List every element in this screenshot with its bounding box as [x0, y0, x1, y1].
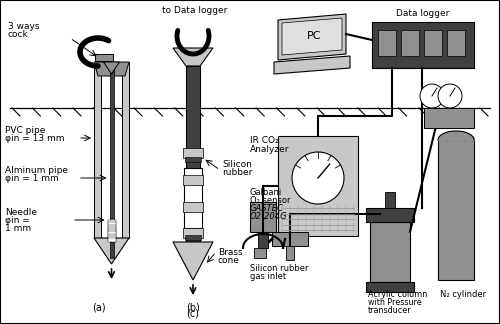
- Bar: [186, 66, 200, 262]
- Text: (a): (a): [92, 302, 106, 312]
- Bar: [185, 157, 201, 162]
- Polygon shape: [94, 238, 129, 264]
- Bar: [183, 175, 203, 185]
- Polygon shape: [173, 242, 213, 280]
- Text: (b): (b): [186, 302, 200, 312]
- Bar: [108, 238, 116, 242]
- Text: IR CO₂: IR CO₂: [250, 136, 278, 145]
- Text: N₂ cylinder: N₂ cylinder: [440, 290, 486, 299]
- Bar: [258, 232, 268, 248]
- Text: cock: cock: [8, 30, 29, 39]
- Bar: [108, 229, 116, 233]
- Bar: [185, 235, 201, 240]
- Text: PVC pipe: PVC pipe: [5, 126, 46, 135]
- Polygon shape: [94, 62, 129, 76]
- Bar: [401, 30, 419, 56]
- Bar: [272, 232, 308, 246]
- Bar: [250, 202, 276, 232]
- Bar: [94, 62, 101, 238]
- Text: Analyzer: Analyzer: [250, 145, 290, 154]
- Bar: [108, 236, 116, 240]
- Bar: [108, 222, 116, 226]
- Circle shape: [292, 152, 344, 204]
- Bar: [370, 222, 410, 282]
- Bar: [108, 231, 116, 235]
- Bar: [95, 54, 113, 61]
- Text: (c): (c): [186, 308, 200, 318]
- Text: Alminum pipe: Alminum pipe: [5, 166, 68, 175]
- Bar: [254, 248, 266, 258]
- Bar: [366, 282, 414, 292]
- Circle shape: [438, 84, 462, 108]
- Bar: [438, 140, 474, 280]
- Text: φin = 1 mm: φin = 1 mm: [5, 174, 59, 183]
- Bar: [424, 108, 474, 128]
- Polygon shape: [104, 62, 120, 74]
- Bar: [184, 168, 202, 228]
- Text: 3 ways: 3 ways: [8, 22, 40, 31]
- Bar: [286, 246, 294, 260]
- Text: cone: cone: [218, 256, 240, 265]
- Bar: [385, 192, 395, 208]
- Bar: [108, 227, 116, 231]
- Bar: [278, 136, 358, 236]
- Polygon shape: [173, 48, 213, 66]
- Text: Galbani: Galbani: [250, 188, 282, 197]
- Bar: [108, 225, 116, 228]
- Text: Silicon rubber: Silicon rubber: [250, 264, 308, 273]
- Bar: [183, 148, 203, 158]
- Polygon shape: [282, 18, 342, 55]
- Text: GASTEC: GASTEC: [250, 204, 284, 213]
- Polygon shape: [278, 14, 346, 60]
- Bar: [372, 22, 474, 68]
- Text: Brass: Brass: [218, 248, 242, 257]
- Bar: [108, 234, 116, 237]
- Text: Acrylic column: Acrylic column: [368, 290, 427, 299]
- Text: 1 mm: 1 mm: [5, 224, 31, 233]
- Text: PC: PC: [307, 31, 321, 41]
- Text: φin =: φin =: [5, 216, 30, 225]
- Polygon shape: [274, 56, 350, 74]
- Bar: [110, 218, 114, 242]
- Bar: [424, 30, 442, 56]
- Text: O2-204G: O2-204G: [250, 212, 288, 221]
- Text: transducer: transducer: [368, 306, 412, 315]
- Text: Data logger: Data logger: [396, 9, 450, 18]
- Text: rubber: rubber: [222, 168, 252, 177]
- Text: φin = 13 mm: φin = 13 mm: [5, 134, 64, 143]
- Bar: [183, 202, 203, 212]
- Bar: [447, 30, 465, 56]
- Bar: [108, 220, 116, 224]
- Bar: [366, 208, 414, 222]
- Text: Silicon: Silicon: [222, 160, 252, 169]
- Bar: [110, 62, 114, 258]
- Text: O₂ sensor: O₂ sensor: [250, 196, 290, 205]
- Bar: [378, 30, 396, 56]
- Bar: [183, 228, 203, 238]
- Bar: [122, 62, 129, 238]
- Text: Needle: Needle: [5, 208, 37, 217]
- Text: with Pressure: with Pressure: [368, 298, 422, 307]
- Text: to Data logger: to Data logger: [162, 6, 228, 15]
- Text: gas inlet: gas inlet: [250, 272, 286, 281]
- Circle shape: [420, 84, 444, 108]
